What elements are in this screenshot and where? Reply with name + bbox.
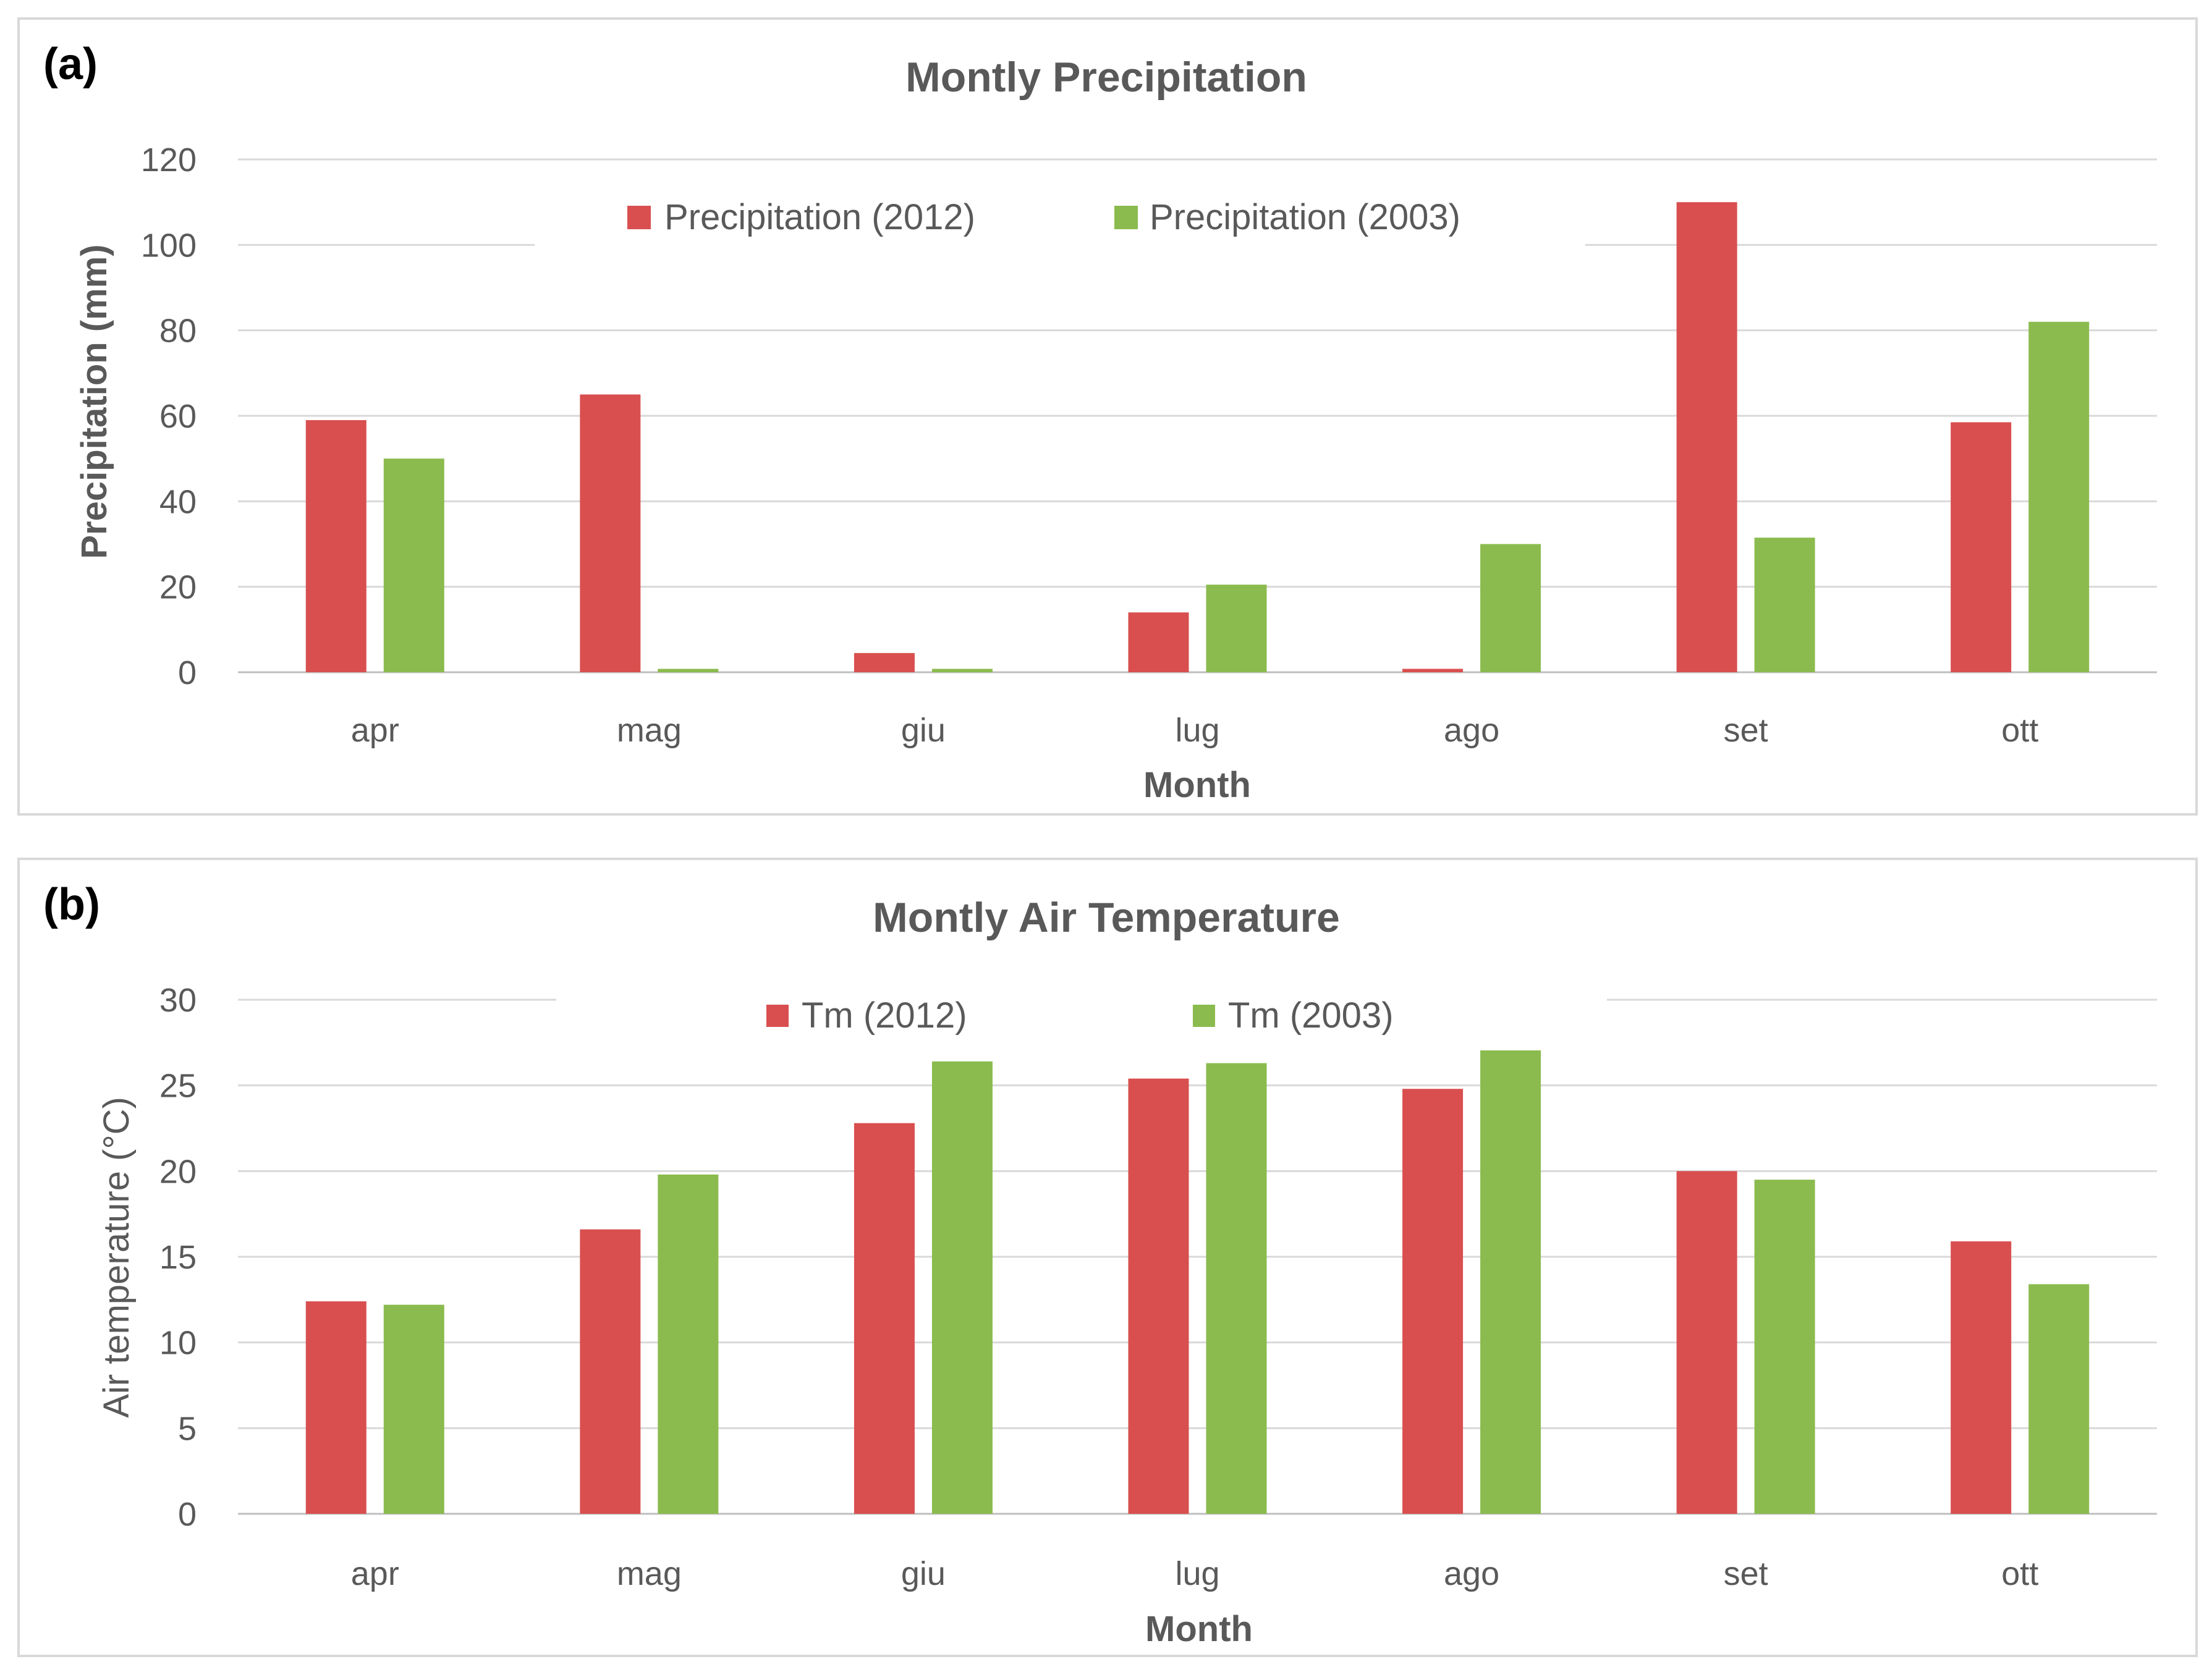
panel-label: (a) xyxy=(43,40,98,89)
bar-apr-series2 xyxy=(383,458,444,672)
bar-giu-series1 xyxy=(854,1123,915,1514)
bar-giu-series1 xyxy=(854,652,915,672)
y-tick-label: 10 xyxy=(159,1325,197,1362)
y-axis-label: Precipitation (mm) xyxy=(74,244,114,559)
x-tick-label: ott xyxy=(2001,712,2038,749)
y-tick-label: 0 xyxy=(178,654,197,691)
bar-ago-series1 xyxy=(1402,669,1464,672)
legend-swatch-2012 xyxy=(766,1005,789,1027)
x-axis-label: Month xyxy=(1145,1609,1253,1649)
bar-set-series1 xyxy=(1676,202,1737,673)
bar-ago-series2 xyxy=(1480,544,1541,672)
y-tick-label: 60 xyxy=(159,398,197,435)
bar-mag-series2 xyxy=(658,669,719,672)
y-tick-label: 5 xyxy=(178,1410,197,1447)
x-axis-label: Month xyxy=(1143,765,1251,805)
x-tick-label: lug xyxy=(1175,1555,1219,1592)
panel-label: (b) xyxy=(43,880,100,929)
y-tick-label: 40 xyxy=(159,483,197,520)
bar-ott-series1 xyxy=(1951,1241,2012,1514)
y-tick-label: 100 xyxy=(141,227,197,264)
legend-background xyxy=(556,964,1607,1050)
x-tick-label: giu xyxy=(901,1555,946,1592)
chart-title: Montly Air Temperature xyxy=(873,894,1340,941)
legend-label-2012: Tm (2012) xyxy=(802,995,967,1036)
y-tick-label: 20 xyxy=(159,1153,197,1190)
bar-set-series2 xyxy=(1754,1180,1815,1514)
bar-set-series2 xyxy=(1754,538,1815,672)
x-tick-label: ago xyxy=(1444,712,1499,749)
legend-swatch-2003 xyxy=(1193,1005,1215,1027)
x-tick-label: set xyxy=(1724,1555,1768,1592)
gridlines xyxy=(238,999,2157,1515)
x-tick-label: giu xyxy=(901,712,946,749)
legend-label-2003: Tm (2003) xyxy=(1228,995,1394,1036)
x-tick-label: apr xyxy=(351,1555,399,1592)
x-tick-label: set xyxy=(1724,712,1768,749)
chart-title: Montly Precipitation xyxy=(905,54,1307,101)
bar-ott-series1 xyxy=(1951,422,2012,672)
legend-label-2003: Precipitation (2003) xyxy=(1150,197,1460,237)
x-tick-label: mag xyxy=(617,712,682,749)
x-tick-label: apr xyxy=(351,712,399,749)
bar-apr-series2 xyxy=(383,1304,444,1514)
bar-ago-series1 xyxy=(1402,1089,1464,1514)
bars xyxy=(305,202,2090,673)
y-tick-label: 80 xyxy=(159,313,197,350)
x-tick-label: mag xyxy=(617,1555,682,1592)
legend-swatch-2012 xyxy=(627,206,651,229)
legend-background xyxy=(535,176,1585,263)
x-tick-label: ago xyxy=(1444,1555,1499,1592)
y-tick-label: 25 xyxy=(159,1068,197,1105)
bar-lug-series2 xyxy=(1206,1063,1267,1514)
legend-swatch-2003 xyxy=(1114,206,1138,229)
x-tick-label: ott xyxy=(2001,1555,2038,1592)
bar-mag-series1 xyxy=(580,1229,641,1514)
bar-apr-series1 xyxy=(305,1301,367,1514)
y-tick-label: 120 xyxy=(141,141,197,179)
y-tick-label: 0 xyxy=(178,1496,197,1533)
bar-giu-series2 xyxy=(931,1061,993,1514)
bar-giu-series2 xyxy=(931,669,993,672)
y-tick-label: 15 xyxy=(159,1239,197,1276)
bar-lug-series2 xyxy=(1206,585,1267,672)
bar-set-series1 xyxy=(1676,1171,1737,1514)
precipitation-panel: (a) Montly Precipitation 0 20 40 60 80 100 120… xyxy=(17,17,2198,816)
bar-ago-series2 xyxy=(1480,1045,1541,1514)
bar-apr-series1 xyxy=(305,420,367,672)
temperature-panel: (b) Montly Air Temperature 051015202530 … xyxy=(17,858,2198,1657)
y-tick-label: 20 xyxy=(159,569,197,606)
y-tick-labels: 0 5 10 15 20 25 30 xyxy=(159,982,197,1533)
bar-mag-series2 xyxy=(658,1174,719,1514)
bars xyxy=(305,1045,2090,1514)
bar-ott-series2 xyxy=(2028,1284,2090,1514)
bar-mag-series1 xyxy=(580,394,641,672)
bar-lug-series1 xyxy=(1128,612,1189,672)
bar-lug-series1 xyxy=(1128,1078,1189,1514)
bar-ott-series2 xyxy=(2028,321,2090,672)
x-tick-labels: apr mag giu lug ago set ott xyxy=(351,712,2038,749)
legend-label-2012: Precipitation (2012) xyxy=(664,197,975,237)
y-tick-labels: 0 20 40 60 80 100 120 xyxy=(141,141,197,691)
y-tick-label: 30 xyxy=(159,982,197,1019)
x-tick-label: lug xyxy=(1175,712,1219,749)
y-axis-label: Air temperature (°C) xyxy=(96,1097,137,1418)
x-tick-labels: apr mag giu lug ago set ott xyxy=(351,1555,2038,1592)
